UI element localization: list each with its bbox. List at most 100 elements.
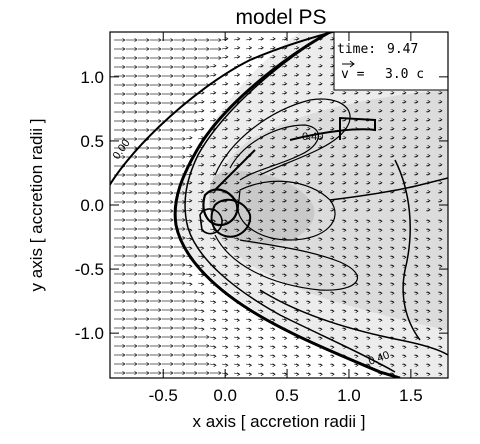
velocity-arrow-head — [439, 300, 443, 305]
velocity-arrow-head — [331, 189, 335, 194]
velocity-arrow-head — [224, 282, 228, 287]
velocity-arrow-head — [307, 189, 311, 194]
velocity-arrow — [245, 363, 252, 366]
velocity-arrow-head — [355, 282, 359, 287]
velocity-arrow-head — [283, 144, 287, 149]
velocity-arrow-head — [182, 344, 186, 348]
velocity-arrow — [197, 92, 205, 95]
velocity-arrow-head — [134, 83, 138, 87]
velocity-arrow-head — [284, 363, 288, 368]
velocity-arrow-head — [146, 371, 150, 375]
velocity-arrow-head — [307, 372, 312, 377]
velocity-arrow-head — [319, 207, 323, 212]
velocity-arrow-head — [295, 300, 299, 305]
velocity-arrow-head — [379, 291, 383, 296]
velocity-arrow-head — [170, 353, 174, 357]
velocity-arrow-head — [295, 90, 300, 95]
velocity-arrow-head — [439, 372, 443, 377]
velocity-arrow-head — [158, 182, 162, 186]
velocity-arrow-head — [236, 72, 241, 77]
velocity-arrow — [245, 345, 252, 348]
velocity-arrow-head — [170, 173, 174, 177]
velocity-arrow-head — [403, 108, 407, 113]
velocity-arrow-head — [307, 207, 311, 212]
velocity-arrow-head — [295, 273, 299, 278]
velocity-arrow-head — [224, 117, 229, 122]
velocity-arrow-head — [439, 309, 443, 314]
velocity-arrow — [197, 282, 204, 285]
velocity-arrow-head — [284, 63, 288, 68]
velocity-arrow-head — [427, 153, 431, 158]
velocity-arrow-head — [331, 282, 335, 287]
velocity-arrow-head — [225, 372, 229, 377]
velocity-arrow-head — [415, 117, 419, 122]
velocity-arrow-head — [355, 300, 359, 305]
velocity-arrow-head — [319, 153, 323, 158]
velocity-arrow-head — [248, 198, 252, 203]
velocity-arrow-head — [403, 153, 407, 158]
velocity-arrow-head — [134, 344, 138, 348]
velocity-arrow-head — [212, 162, 217, 167]
velocity-arrow — [221, 300, 228, 303]
velocity-arrow-head — [379, 318, 383, 323]
velocity-arrow-head — [439, 189, 443, 194]
velocity-arrow-head — [343, 336, 347, 341]
velocity-arrow-head — [260, 117, 264, 122]
velocity-arrow-head — [206, 38, 210, 42]
velocity-arrow — [233, 137, 240, 140]
contour-upper-lobe — [214, 98, 351, 176]
velocity-arrow-head — [182, 164, 186, 168]
velocity-arrow-head — [283, 189, 287, 194]
velocity-arrow — [221, 182, 228, 185]
velocity-arrow-head — [170, 371, 174, 375]
velocity-arrow — [209, 273, 216, 276]
velocity-arrow-head — [391, 144, 395, 149]
velocity-arrow-head — [271, 153, 276, 158]
velocity-arrow-head — [343, 90, 347, 95]
velocity-arrow-head — [213, 318, 217, 323]
velocity-arrow-head — [213, 90, 217, 95]
velocity-arrow-head — [158, 218, 162, 222]
velocity-arrow-head — [379, 300, 383, 305]
velocity-arrow-head — [272, 345, 276, 350]
velocity-arrow-head — [307, 309, 311, 314]
velocity-arrow-head — [260, 372, 264, 377]
x-tick-label: 0.5 — [275, 386, 299, 405]
velocity-arrow-head — [236, 135, 240, 140]
velocity-arrow-head — [427, 162, 431, 167]
velocity-arrow — [221, 128, 228, 131]
velocity-arrow-head — [343, 246, 347, 251]
velocity-arrow — [209, 173, 216, 176]
velocity-arrow-head — [170, 335, 174, 339]
velocity-arrow-head — [415, 144, 419, 149]
velocity-arrow — [221, 173, 228, 176]
velocity-arrow-head — [122, 263, 126, 267]
velocity-arrow-head — [134, 128, 138, 132]
velocity-arrow-head — [194, 317, 198, 321]
velocity-arrow-head — [213, 108, 217, 113]
velocity-arrow — [221, 101, 228, 104]
velocity-arrow — [209, 110, 216, 113]
velocity-arrow-head — [182, 263, 186, 267]
velocity-arrow-head — [272, 72, 276, 77]
velocity-arrow-head — [295, 264, 299, 269]
velocity-arrow-head — [194, 101, 198, 105]
velocity-arrow-head — [224, 273, 228, 278]
velocity-arrow — [197, 291, 204, 294]
velocity-arrow-head — [439, 354, 443, 359]
velocity-arrow-head — [134, 236, 138, 240]
velocity-arrow-head — [122, 83, 126, 87]
velocity-arrow-head — [170, 164, 174, 168]
velocity-arrow-head — [319, 90, 323, 95]
velocity-arrow-head — [391, 135, 395, 140]
velocity-arrow-head — [158, 101, 162, 105]
x-axis: -0.5 0.0 0.5 1.0 1.5 — [149, 32, 423, 405]
velocity-arrow-head — [201, 117, 205, 122]
velocity-arrow-head — [403, 336, 407, 341]
velocity-arrow-head — [170, 272, 174, 276]
velocity-arrow-head — [182, 182, 186, 186]
velocity-arrow-head — [319, 264, 323, 269]
velocity-arrow-head — [367, 273, 371, 278]
velocity-arrow-head — [307, 246, 311, 251]
velocity-arrow-head — [122, 74, 126, 78]
